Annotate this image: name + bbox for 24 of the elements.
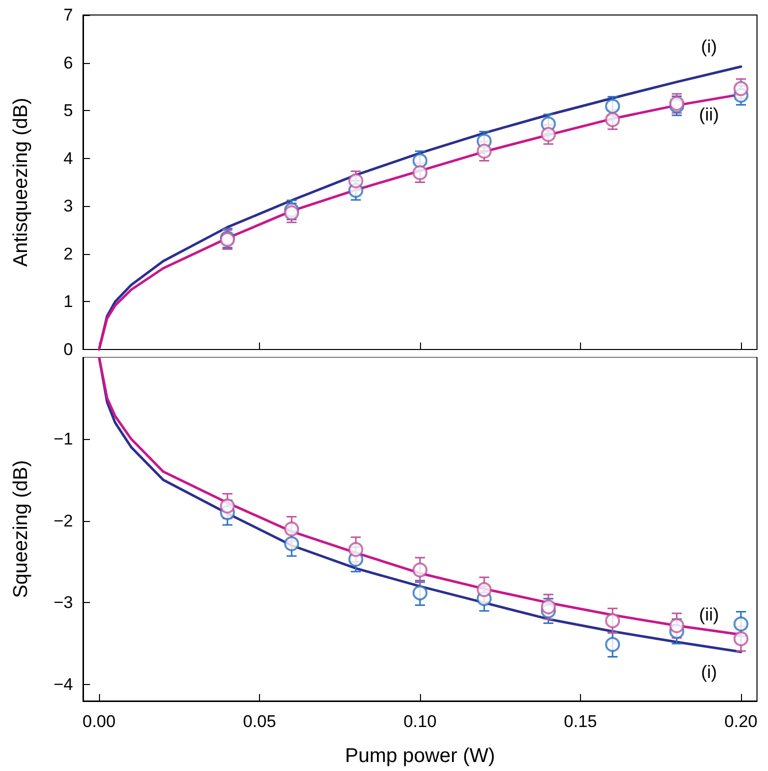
x-tick-label: 0.00 bbox=[82, 712, 116, 731]
y-tick-label: −3 bbox=[54, 593, 73, 612]
x-tick-label: 0.20 bbox=[724, 712, 758, 731]
y-tick-label: 5 bbox=[64, 101, 73, 120]
x-axis-title: Pump power (W) bbox=[344, 745, 496, 767]
x-tick-label: 0.15 bbox=[564, 712, 598, 731]
y-axis-title: Antisqueezing (dB) bbox=[10, 98, 32, 267]
x-tick-label: 0.10 bbox=[403, 712, 437, 731]
series-label: (ii) bbox=[698, 104, 719, 124]
y-tick-label: 4 bbox=[64, 148, 73, 168]
y-tick-label: 7 bbox=[64, 6, 73, 24]
series-label: (ii) bbox=[698, 604, 719, 625]
y-tick-label: −4 bbox=[54, 675, 73, 694]
x-tick-label: 0.05 bbox=[242, 712, 276, 731]
y-tick-label: 1 bbox=[64, 292, 73, 312]
y-axis-title: Squeezing (dB) bbox=[10, 460, 32, 598]
series-label: (i) bbox=[700, 36, 717, 57]
y-tick-label: 3 bbox=[64, 196, 73, 216]
y-tick-label: 2 bbox=[64, 244, 73, 264]
series-label: (i) bbox=[700, 662, 717, 682]
y-tick-label: 6 bbox=[64, 53, 73, 72]
y-tick-label: 0 bbox=[64, 340, 73, 359]
y-tick-label: −1 bbox=[54, 429, 73, 448]
y-tick-label: −2 bbox=[54, 511, 73, 530]
